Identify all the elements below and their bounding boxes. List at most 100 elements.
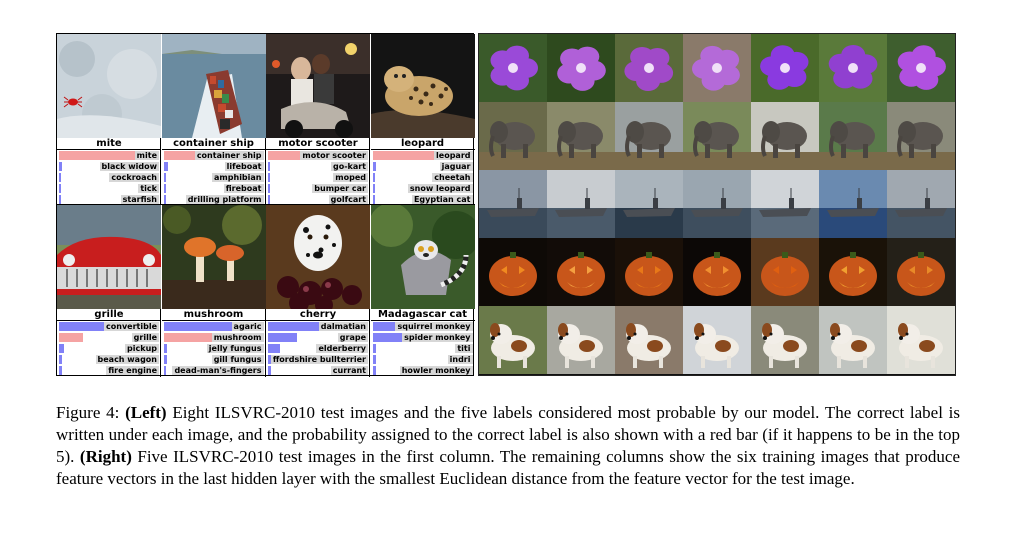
probability-bar [268, 162, 270, 171]
nearest-training-image-tile [887, 34, 955, 102]
prediction-row: tick [57, 183, 161, 194]
top5-predictions: dalmatian grape elderberry ffordshire bullt… [266, 321, 370, 376]
nearest-training-image-tile [751, 170, 819, 238]
nearest-training-image-tile [751, 238, 819, 306]
probability-bar [163, 162, 168, 171]
column-divider [265, 34, 266, 377]
test-image [370, 205, 475, 309]
nearest-training-image-tile [547, 34, 615, 102]
caption-left-text: Eight ILSVRC-2010 test images and the fi… [56, 403, 961, 466]
prediction-label: elderberry [316, 344, 368, 353]
correct-label: cherry [266, 309, 370, 321]
probability-bar [163, 322, 238, 331]
prediction-row: elderberry [266, 343, 370, 354]
test-image [370, 34, 475, 138]
prediction-label: agaric [231, 322, 264, 331]
nearest-training-image-tile [615, 102, 683, 170]
nearest-training-image-tile [547, 170, 615, 238]
prediction-row: amphibian [162, 172, 266, 183]
correct-label: grille [57, 309, 161, 321]
right-panel [478, 33, 956, 376]
probability-bar [372, 366, 376, 375]
prediction-label: snow leopard [407, 184, 473, 193]
probability-bar [268, 184, 270, 193]
prediction-row: gill fungus [162, 354, 266, 365]
probability-bar [268, 333, 297, 342]
probability-bar [268, 322, 342, 331]
prediction-label: tick [138, 184, 159, 193]
prediction-row: jelly fungus [162, 343, 266, 354]
probability-bar [59, 333, 83, 342]
probability-bar [163, 195, 166, 204]
prediction-row: lifeboat [162, 161, 266, 172]
example-cell: mite mite black widow cockroach tick starfish [57, 34, 162, 205]
nearest-training-image-tile [819, 238, 887, 306]
probability-bar [59, 162, 62, 171]
nearest-training-image-tile [887, 102, 955, 170]
prediction-label: fireboat [223, 184, 264, 193]
prediction-label: starfish [120, 195, 159, 204]
probability-bar [372, 333, 402, 342]
probability-bar [163, 366, 166, 375]
correct-label: container ship [161, 138, 266, 150]
prediction-row: spider monkey [371, 332, 475, 343]
prediction-row: cockroach [57, 172, 161, 183]
example-cell: Madagascar cat squirrel monkey spider monk… [370, 205, 476, 376]
prediction-row: grille [57, 332, 161, 343]
probability-bar [163, 173, 166, 182]
prediction-row: beach wagon [57, 354, 161, 365]
probability-bar [59, 173, 61, 182]
probability-bar [372, 173, 375, 182]
prediction-row: motor scooter [266, 150, 370, 161]
probability-bar [268, 173, 270, 182]
caption-right-text: Five ILSVRC-2010 test images in the firs… [56, 447, 961, 488]
nearest-training-image-tile [683, 34, 751, 102]
prediction-label: convertible [104, 322, 159, 331]
prediction-row: starfish [57, 194, 161, 205]
example-cell: grille convertible grille pickup beach wagon… [57, 205, 162, 376]
prediction-label: bumper car [312, 184, 368, 193]
prediction-label: ffordshire bullterrier [270, 355, 368, 364]
prediction-label: moped [333, 173, 368, 182]
nearest-training-image-tile [615, 34, 683, 102]
example-cell: cherry dalmatian grape elderberry ffordshire… [266, 205, 371, 376]
correct-label: leopard [370, 138, 475, 150]
nearest-training-image-tile [547, 306, 615, 374]
prediction-label: mushroom [211, 333, 264, 342]
top5-predictions: leopard jaguar cheetah snow leopard Egyptian… [371, 150, 475, 205]
nearest-training-image-tile [547, 102, 615, 170]
prediction-label: jelly fungus [206, 344, 264, 353]
prediction-row: golfcart [266, 194, 370, 205]
prediction-label: Egyptian cat [411, 195, 473, 204]
prediction-label: cockroach [109, 173, 159, 182]
prediction-label: squirrel monkey [395, 322, 473, 331]
prediction-label: howler monkey [399, 366, 473, 375]
test-image [57, 34, 161, 138]
probability-bar [59, 344, 64, 353]
caption-lead: Figure 4: [56, 403, 126, 422]
test-image [266, 205, 370, 309]
prediction-label: motor scooter [300, 151, 368, 160]
correct-label: motor scooter [266, 138, 370, 150]
left-panel: mite mite black widow cockroach tick starfish… [56, 33, 476, 377]
prediction-label: lifeboat [224, 162, 264, 171]
prediction-label: dalmatian [318, 322, 368, 331]
probability-bar [372, 184, 375, 193]
probability-bar [163, 344, 167, 353]
probability-bar [163, 355, 167, 364]
prediction-row: titi [371, 343, 475, 354]
prediction-label: drilling platform [185, 195, 264, 204]
test-image-tile [479, 34, 547, 102]
prediction-row: Egyptian cat [371, 194, 475, 205]
probability-bar [268, 366, 271, 375]
nearest-training-image-tile [615, 170, 683, 238]
nearest-training-image-tile [547, 238, 615, 306]
prediction-label: fire engine [106, 366, 159, 375]
prediction-row: jaguar [371, 161, 475, 172]
example-cell: motor scooter motor scooter go-kart moped bu… [266, 34, 371, 205]
prediction-label: golfcart [328, 195, 368, 204]
prediction-label: indri [447, 355, 473, 364]
probability-bar [372, 195, 375, 204]
correct-label: mushroom [161, 309, 266, 321]
test-image [266, 34, 370, 138]
